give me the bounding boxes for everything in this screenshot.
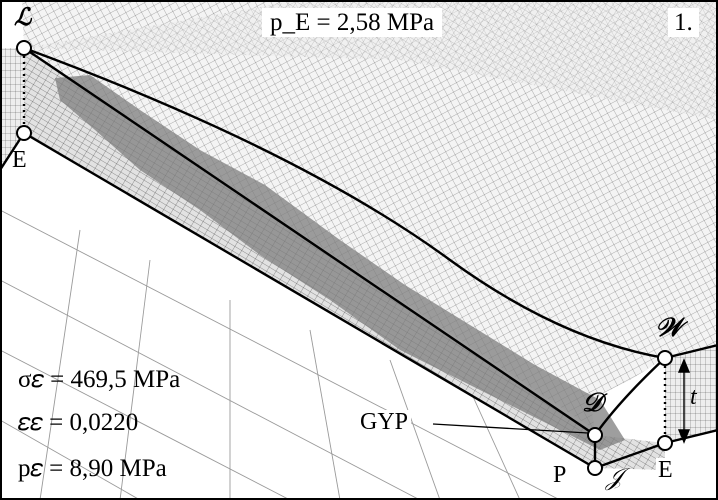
gyp-leader-line bbox=[432, 423, 589, 434]
point-label-E-left: E bbox=[12, 147, 27, 173]
gyp-label: GYP bbox=[357, 410, 412, 434]
point-label-E-right: E bbox=[656, 457, 675, 483]
left-edge-face bbox=[0, 48, 24, 170]
top-surface-fan bbox=[24, 0, 718, 120]
point-label-L: ℒ bbox=[14, 5, 32, 31]
stat-sigma: σ𝜀 = 469,5 MPa bbox=[18, 366, 181, 393]
panel-number: 1. bbox=[668, 8, 699, 37]
stat-p: p𝜀 = 8,90 MPa bbox=[18, 455, 167, 482]
thickness-label: t bbox=[690, 384, 697, 410]
top-surface-mesh bbox=[22, 0, 718, 430]
node-W bbox=[657, 350, 673, 366]
node-E-right bbox=[657, 435, 673, 451]
point-label-D: 𝒟 bbox=[582, 388, 603, 417]
thickness-arrow bbox=[677, 358, 691, 444]
background-grid-lines bbox=[0, 209, 561, 500]
pressure-top-label: p_E = 2,58 MPa bbox=[262, 8, 443, 37]
node-J bbox=[587, 460, 603, 476]
point-label-W: 𝒲 bbox=[655, 313, 683, 342]
node-D bbox=[587, 427, 603, 443]
node-L bbox=[16, 40, 32, 56]
right-block-face bbox=[665, 345, 718, 443]
node-markers bbox=[16, 40, 673, 476]
point-label-P: P bbox=[551, 462, 569, 488]
outline-edges bbox=[0, 46, 718, 470]
node-E-left bbox=[16, 125, 32, 141]
point-label-J: 𝒥 bbox=[606, 465, 623, 491]
stat-eps: 𝜀𝜀 = 0,0220 bbox=[18, 409, 139, 436]
